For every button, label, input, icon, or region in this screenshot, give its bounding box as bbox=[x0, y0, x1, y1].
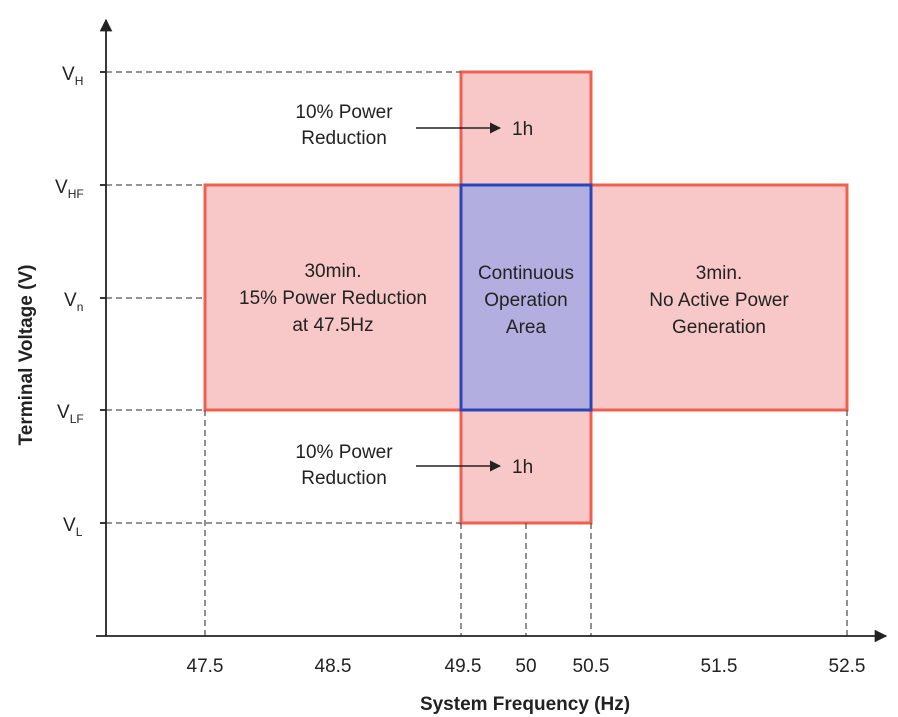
bottom-label-line-1: 10% Power bbox=[295, 442, 393, 463]
y-tick-label-vn: Vn bbox=[64, 290, 83, 314]
right-zone-line-2: No Active Power bbox=[649, 290, 789, 311]
left-zone-text: 30min. 15% Power Reduction at 47.5Hz bbox=[239, 261, 427, 336]
left-underfrequency-zone bbox=[203, 183, 463, 412]
y-tick-label-vl: VL bbox=[63, 515, 83, 539]
axes bbox=[96, 18, 888, 643]
center-zone-line-1: Continuous bbox=[478, 263, 574, 284]
x-tick-label-495: 49.5 bbox=[445, 656, 482, 677]
y-tick-label-vh: VH bbox=[62, 64, 83, 88]
x-tick-label-505: 50.5 bbox=[573, 656, 610, 677]
y-axis-title: Terminal Voltage (V) bbox=[16, 265, 37, 446]
left-zone-line-1: 30min. bbox=[304, 261, 361, 282]
bottom-duration: 1h bbox=[512, 457, 533, 478]
y-tick-label-vlf: VLF bbox=[57, 402, 84, 426]
right-zone-line-3: Generation bbox=[672, 317, 766, 338]
left-zone-line-2: 15% Power Reduction bbox=[239, 288, 427, 309]
x-tick-label-485: 48.5 bbox=[315, 656, 352, 677]
x-tick-label-475: 47.5 bbox=[187, 656, 224, 677]
x-tick-label-525: 52.5 bbox=[829, 656, 866, 677]
center-zone-text: Continuous Operation Area bbox=[478, 263, 574, 338]
y-tick-label-vhf: VHF bbox=[55, 177, 84, 201]
top-label-line-1: 10% Power bbox=[295, 102, 393, 123]
center-zone-line-2: Operation bbox=[484, 290, 567, 311]
right-zone-line-1: 3min. bbox=[696, 263, 742, 284]
x-tick-label-50: 50 bbox=[515, 656, 536, 677]
bottom-annotation: 10% Power Reduction 1h bbox=[295, 442, 533, 489]
right-zone-text: 3min. No Active Power Generation bbox=[649, 263, 789, 338]
center-zone-line-3: Area bbox=[506, 317, 547, 338]
top-annotation: 10% Power Reduction 1h bbox=[295, 102, 533, 149]
continuous-operation-zone bbox=[459, 183, 593, 412]
guide-lines bbox=[106, 71, 848, 636]
x-axis-title: System Frequency (Hz) bbox=[420, 694, 630, 715]
x-tick-labels: 47.5 48.5 49.5 50 50.5 51.5 52.5 bbox=[187, 656, 866, 677]
top-duration: 1h bbox=[512, 119, 533, 140]
x-tick-label-515: 51.5 bbox=[701, 656, 738, 677]
bottom-label-line-2: Reduction bbox=[301, 468, 387, 489]
right-overfrequency-zone bbox=[589, 183, 849, 412]
left-zone-line-3: at 47.5Hz bbox=[292, 315, 373, 336]
y-tick-labels: VH VHF Vn VLF VL bbox=[55, 64, 84, 539]
zones bbox=[203, 70, 849, 525]
top-label-line-2: Reduction bbox=[301, 128, 387, 149]
